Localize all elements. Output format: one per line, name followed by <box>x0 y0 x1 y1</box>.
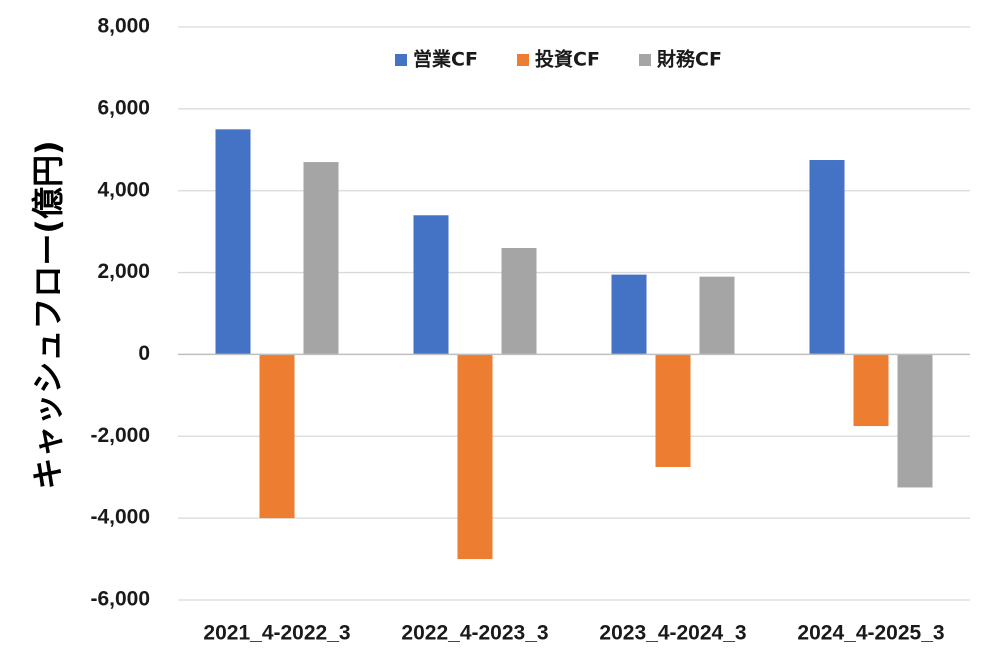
category-labels: 2021_4-2022_3 2022_4-2023_3 2023_4-2024_3 2… <box>203 622 944 645</box>
bar-3-3 <box>699 276 735 355</box>
x-category-label: 2023_4-2024_3 <box>599 622 746 645</box>
legend-swatch <box>517 54 529 66</box>
bar-1-3 <box>611 274 647 355</box>
legend-swatch <box>639 54 651 66</box>
gridlines <box>178 26 970 601</box>
y-tick-label: -6,000 <box>90 588 150 611</box>
legend-label: 投資CF <box>535 48 600 71</box>
bar-1-1 <box>215 129 251 355</box>
legend-label: 営業CF <box>413 48 478 71</box>
x-category-label: 2022_4-2023_3 <box>401 622 548 645</box>
legend-label: 財務CF <box>657 48 722 71</box>
y-tick-label: -4,000 <box>90 506 150 529</box>
y-tick-label: 4,000 <box>97 178 150 201</box>
x-category-label: 2024_4-2025_3 <box>797 622 944 645</box>
bar-3-1 <box>303 162 339 355</box>
y-tick-label: -2,000 <box>90 424 150 447</box>
legend: 営業CF 投資CF 財務CF <box>395 48 722 71</box>
bar-2-1 <box>259 354 295 519</box>
bar-3-2 <box>501 248 537 355</box>
bars <box>215 129 933 560</box>
bar-2-3 <box>655 354 691 467</box>
y-tick-label: 2,000 <box>97 260 150 283</box>
legend-swatch <box>395 54 407 66</box>
y-tick-labels: 8,000 6,000 4,000 2,000 0 -2,000 -4,000 -6,000 <box>90 15 150 611</box>
bar-3-4 <box>897 354 933 488</box>
y-tick-label: 0 <box>138 342 150 365</box>
bar-2-2 <box>457 354 493 560</box>
y-tick-label: 6,000 <box>97 96 150 119</box>
bar-1-4 <box>809 160 845 355</box>
bar-1-2 <box>413 215 449 355</box>
bar-2-4 <box>853 354 889 427</box>
y-axis-label: キャッシュフロー(億円) <box>29 140 67 489</box>
x-category-label: 2021_4-2022_3 <box>203 622 350 645</box>
y-tick-label: 8,000 <box>97 15 150 38</box>
